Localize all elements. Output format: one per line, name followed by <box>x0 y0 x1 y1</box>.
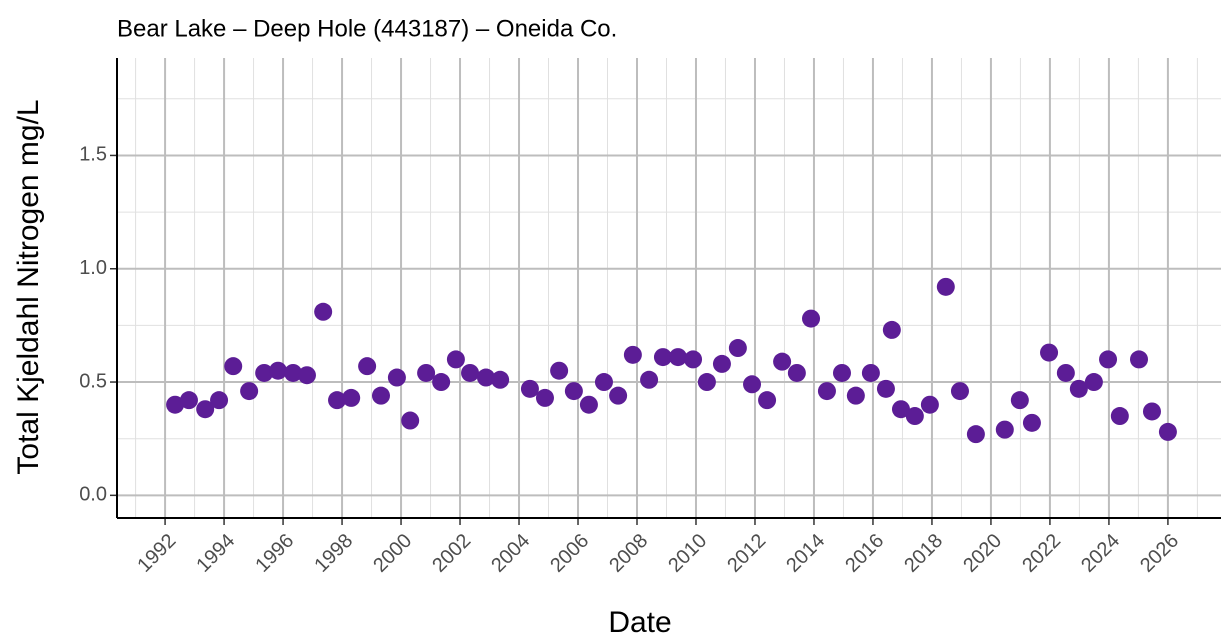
data-point <box>876 379 895 398</box>
data-point <box>401 411 420 430</box>
data-point <box>314 302 333 321</box>
data-point <box>417 363 436 382</box>
data-point <box>371 386 390 405</box>
data-point <box>817 382 836 401</box>
data-point <box>882 320 901 339</box>
x-tick-label: 2002 <box>428 530 475 577</box>
y-tick-label: 0.5 <box>79 370 107 392</box>
data-point <box>832 363 851 382</box>
data-point <box>1130 350 1149 369</box>
data-point <box>594 373 613 392</box>
data-point <box>936 277 955 296</box>
data-point <box>846 386 865 405</box>
x-tick-label: 2004 <box>487 530 534 577</box>
data-point <box>446 350 465 369</box>
x-tick-label: 2018 <box>900 530 947 577</box>
data-point <box>905 407 924 426</box>
data-point <box>491 370 510 389</box>
data-point <box>240 382 259 401</box>
data-point <box>966 425 985 444</box>
data-point <box>802 309 821 328</box>
data-point <box>328 391 347 410</box>
data-point <box>535 388 554 407</box>
data-point <box>224 357 243 376</box>
data-point <box>728 339 747 358</box>
data-point <box>550 361 569 380</box>
x-axis-label: Date <box>608 606 671 639</box>
data-point <box>640 370 659 389</box>
data-point <box>1010 391 1029 410</box>
data-point <box>255 363 274 382</box>
data-point <box>668 348 687 367</box>
data-point <box>179 391 198 410</box>
data-point <box>1158 422 1177 441</box>
x-tick-label: 1998 <box>310 530 357 577</box>
x-tick-label: 2016 <box>841 530 888 577</box>
x-tick-label: 2014 <box>782 530 829 577</box>
data-point <box>269 361 288 380</box>
data-point <box>358 357 377 376</box>
x-tick-label: 2022 <box>1018 530 1065 577</box>
x-tick-label: 2012 <box>723 530 770 577</box>
data-point <box>758 391 777 410</box>
data-point <box>609 386 628 405</box>
data-point <box>1142 402 1161 421</box>
data-point <box>461 363 480 382</box>
x-tick-label: 2008 <box>605 530 652 577</box>
data-point <box>564 382 583 401</box>
data-point <box>891 400 910 419</box>
x-tick-label: 2020 <box>959 530 1006 577</box>
data-point <box>476 368 495 387</box>
x-tick-label: 1996 <box>251 530 298 577</box>
data-point <box>432 373 451 392</box>
x-tick-label: 2006 <box>546 530 593 577</box>
data-point <box>684 350 703 369</box>
data-point <box>787 363 806 382</box>
data-point <box>1022 413 1041 432</box>
data-point <box>387 368 406 387</box>
data-point <box>950 382 969 401</box>
data-point <box>623 345 642 364</box>
data-point <box>284 363 303 382</box>
y-tick-label: 0.0 <box>79 484 107 506</box>
data-point <box>210 391 229 410</box>
data-point <box>743 375 762 394</box>
data-point <box>297 366 316 385</box>
data-point <box>579 395 598 414</box>
x-tick-label: 2026 <box>1136 530 1183 577</box>
data-point <box>697 373 716 392</box>
data-point <box>1084 373 1103 392</box>
data-point <box>653 348 672 367</box>
x-tick-label: 1992 <box>133 530 180 577</box>
y-axis-label: Total Kjeldahl Nitrogen mg/L <box>12 99 45 474</box>
data-point <box>861 363 880 382</box>
chart-title: Bear Lake – Deep Hole (443187) – Oneida … <box>117 15 617 42</box>
data-point <box>1069 379 1088 398</box>
data-point <box>520 379 539 398</box>
x-tick-label: 2010 <box>664 530 711 577</box>
x-tick-label: 1994 <box>192 530 239 577</box>
data-point <box>995 420 1014 439</box>
y-tick-label: 1.5 <box>79 144 107 166</box>
y-tick-label: 1.0 <box>79 257 107 279</box>
data-point <box>920 395 939 414</box>
data-point <box>1110 407 1129 426</box>
x-tick-label: 2000 <box>369 530 416 577</box>
data-point <box>1040 343 1059 362</box>
data-point <box>773 352 792 371</box>
data-point <box>166 395 185 414</box>
data-point <box>712 354 731 373</box>
x-tick-label: 2024 <box>1077 530 1124 577</box>
data-point <box>342 388 361 407</box>
data-point <box>1056 363 1075 382</box>
data-point <box>1099 350 1118 369</box>
data-point <box>196 400 215 419</box>
